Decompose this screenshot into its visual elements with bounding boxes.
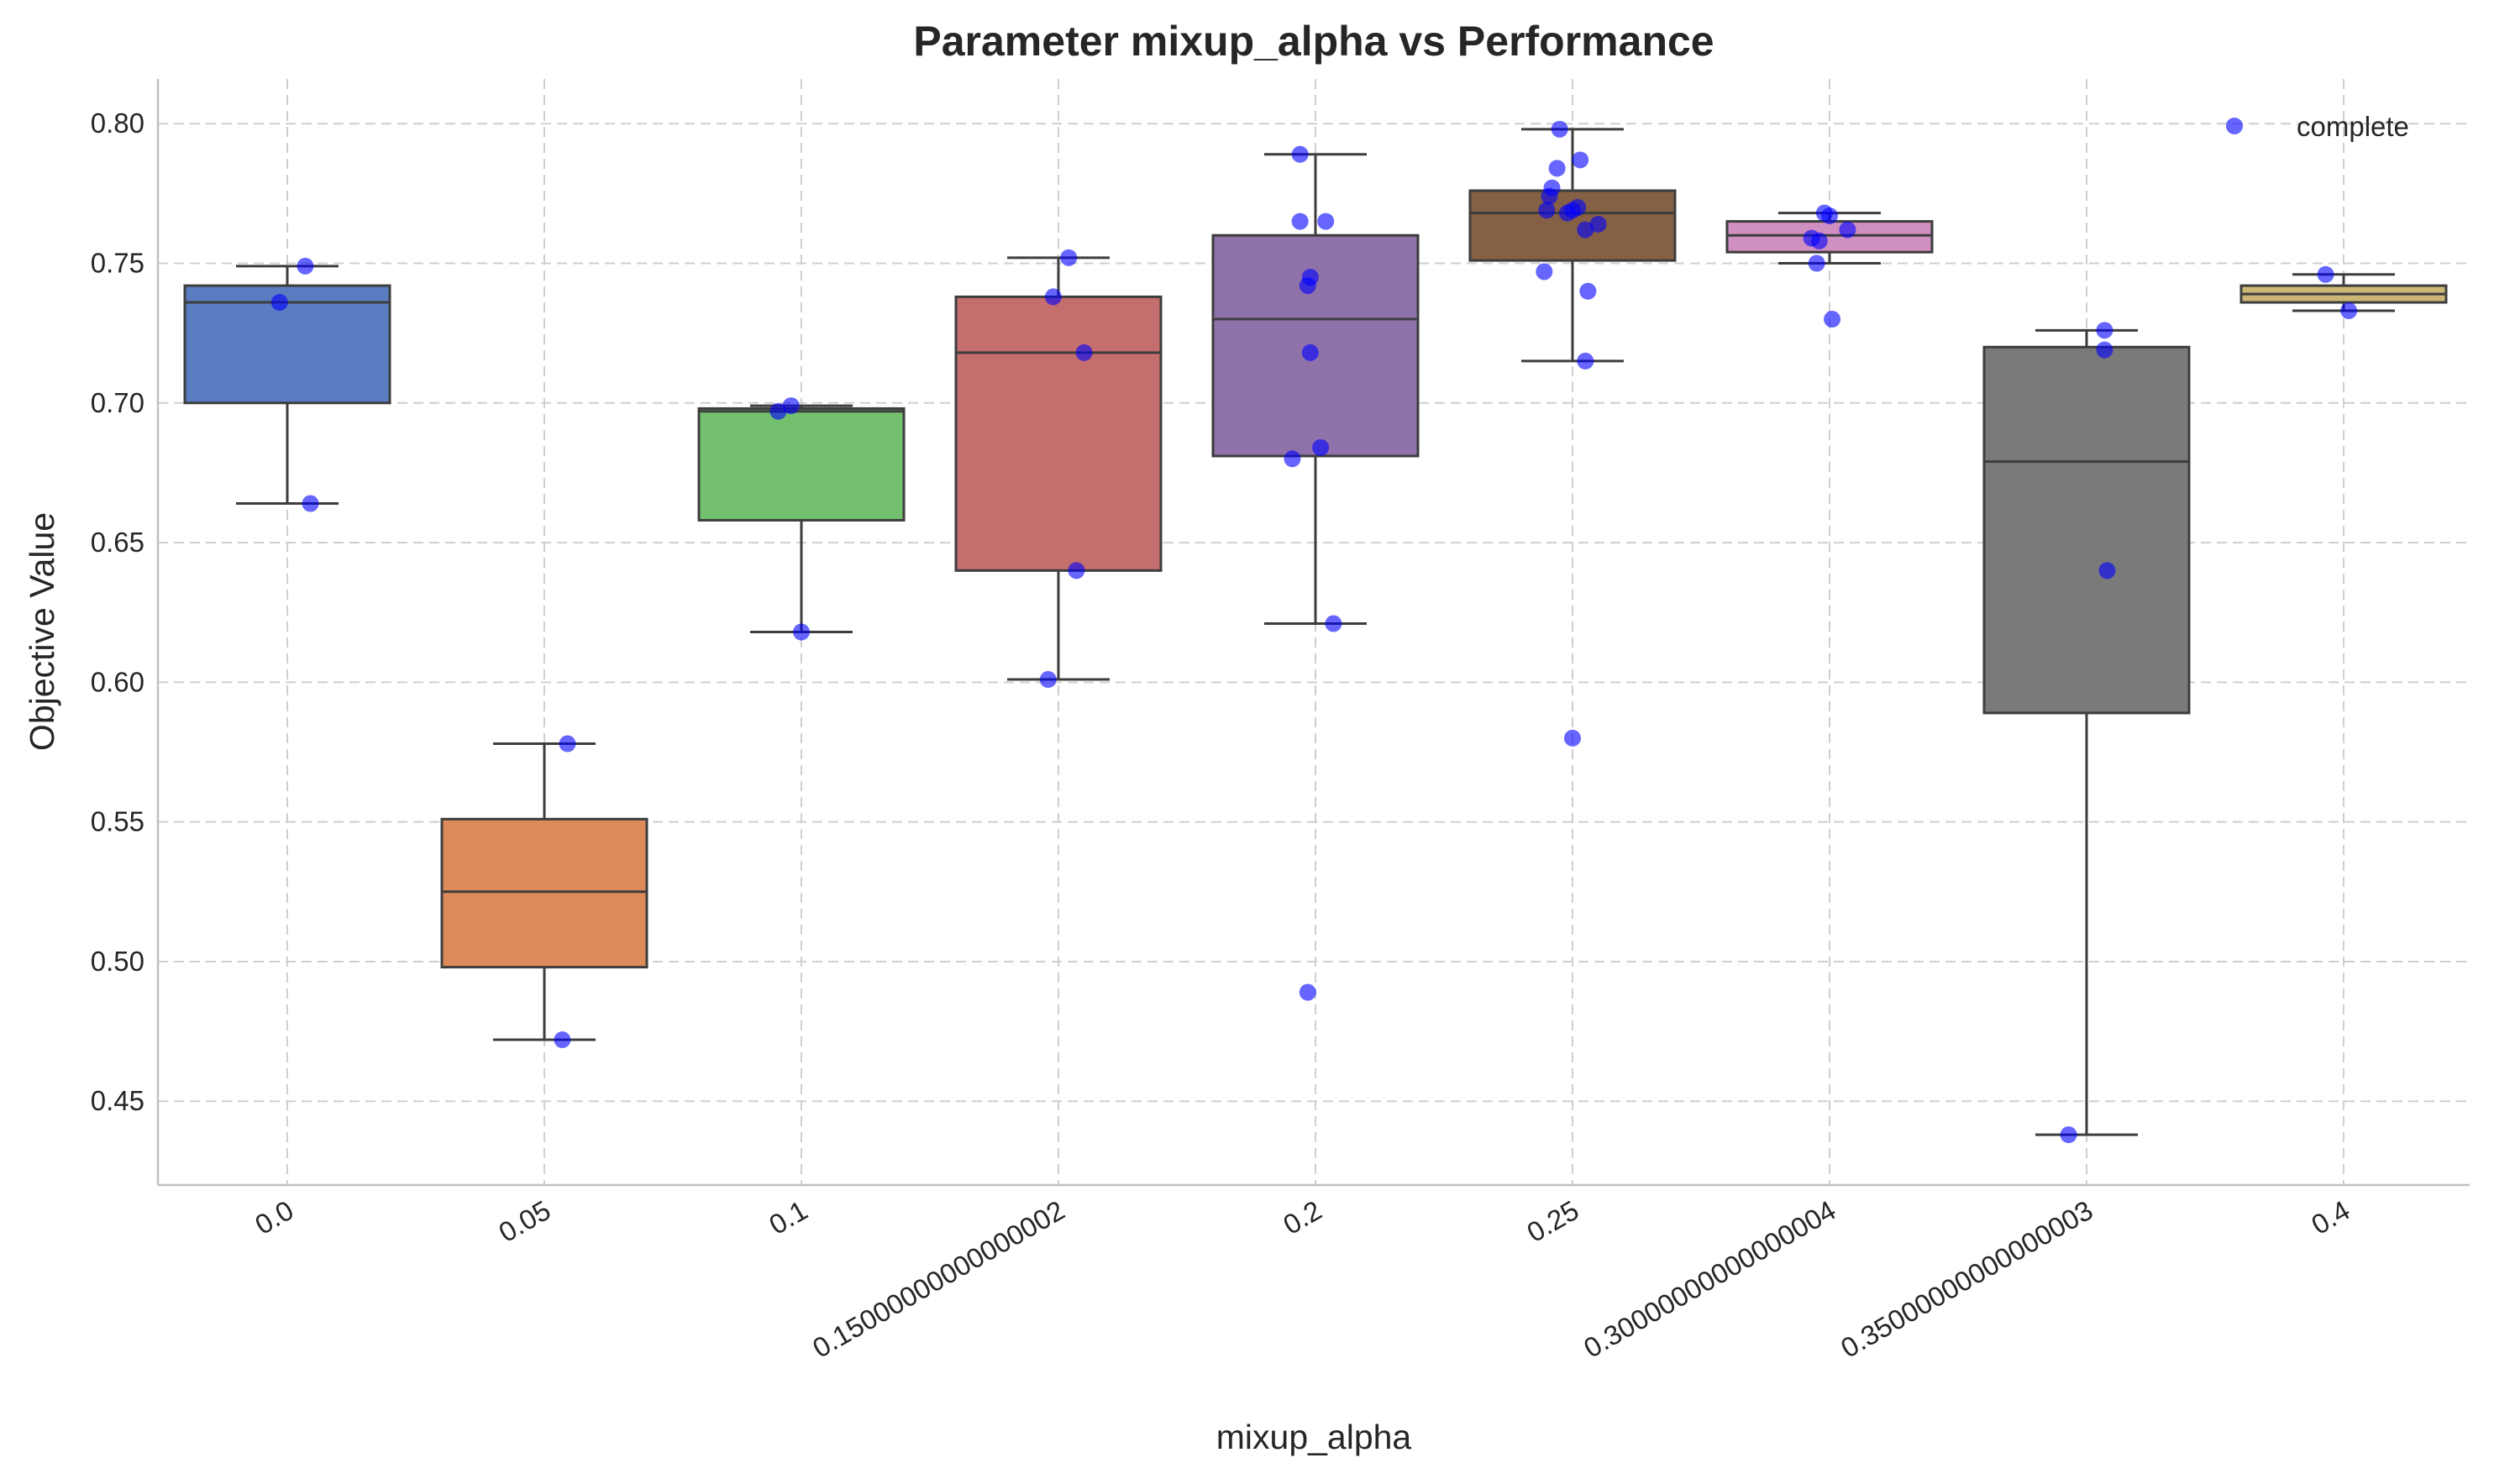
axes — [156, 79, 2470, 1187]
data-point — [1564, 729, 1581, 747]
y-tick-labels: 0.45 0.50 0.55 0.60 0.65 0.70 0.75 0.80 — [91, 107, 144, 1116]
legend-label: complete — [2297, 111, 2409, 142]
box-rect — [954, 295, 1163, 572]
box-rect — [1211, 233, 1420, 458]
data-point — [1551, 120, 1568, 138]
data-point — [1821, 207, 1838, 224]
box-group — [1468, 128, 1677, 363]
data-point — [793, 623, 810, 641]
x-tick-label: 0.1 — [764, 1194, 812, 1240]
data-point — [769, 402, 787, 420]
box-rect — [440, 817, 648, 969]
data-point — [1317, 212, 1335, 230]
x-tick-label: 0.15000000000000002 — [807, 1194, 1070, 1364]
data-point — [1572, 151, 1589, 169]
box-rect — [1982, 345, 2191, 715]
data-point — [2340, 302, 2358, 320]
data-point — [1577, 352, 1594, 370]
y-tick-label: 0.50 — [91, 946, 144, 977]
data-point — [1558, 204, 1576, 222]
data-point — [1312, 439, 1330, 456]
data-point — [554, 1031, 571, 1049]
data-point — [1325, 615, 1342, 632]
data-point — [302, 495, 319, 512]
data-point — [1824, 311, 1841, 328]
data-point — [1839, 221, 1856, 239]
box-rect — [1725, 220, 1934, 254]
data-point — [2098, 562, 2116, 579]
box-group — [2239, 273, 2448, 312]
box-group — [1725, 212, 1934, 265]
data-point — [1075, 343, 1093, 361]
data-point — [1548, 160, 1566, 177]
data-point — [1808, 254, 1825, 272]
data-point — [1068, 562, 1085, 579]
data-point — [270, 294, 288, 312]
x-axis-label: mixup_alpha — [1216, 1418, 1412, 1456]
data-point — [559, 735, 576, 752]
data-point — [1291, 212, 1309, 230]
y-axis-label: Objective Value — [23, 512, 61, 751]
data-point — [2096, 341, 2113, 359]
box-group — [440, 742, 648, 1041]
x-tick-label: 0.2 — [1278, 1194, 1326, 1240]
x-tick-label: 0.30000000000000004 — [1578, 1194, 1841, 1364]
data-point — [1810, 232, 1828, 249]
data-point — [1589, 215, 1607, 233]
data-point — [1541, 187, 1558, 205]
data-points — [270, 120, 2358, 1144]
box-group — [1982, 328, 2191, 1136]
box-group — [954, 256, 1163, 681]
x-tick-label: 0.0 — [249, 1194, 298, 1240]
data-point — [1536, 263, 1553, 281]
x-tick-labels: 0.0 0.05 0.10.15000000000000002 0.2 0.250.30… — [249, 1194, 2355, 1364]
chart-title: Parameter mixup_alpha vs Performance — [913, 18, 1714, 65]
y-tick-label: 0.60 — [91, 666, 144, 697]
x-tick-label: 0.35000000000000003 — [1835, 1194, 2098, 1364]
x-tick-label: 0.05 — [493, 1194, 555, 1248]
y-tick-label: 0.45 — [91, 1085, 144, 1116]
data-point — [2317, 265, 2334, 283]
legend: complete — [2226, 111, 2409, 142]
data-point — [297, 257, 314, 275]
y-tick-label: 0.65 — [91, 527, 144, 558]
data-point — [1299, 983, 1316, 1001]
data-point — [1039, 671, 1057, 689]
data-point — [1299, 277, 1316, 295]
y-tick-label: 0.80 — [91, 107, 144, 139]
data-point — [1579, 282, 1597, 300]
x-tick-label: 0.4 — [2306, 1194, 2355, 1240]
box-group — [697, 404, 906, 633]
data-point — [2060, 1126, 2077, 1144]
data-point — [1284, 450, 1301, 468]
y-tick-label: 0.75 — [91, 248, 144, 279]
data-point — [1538, 202, 1556, 219]
data-point — [1577, 221, 1594, 239]
legend-marker — [2226, 118, 2243, 134]
data-point — [1301, 343, 1319, 361]
x-tick-label: 0.25 — [1521, 1194, 1583, 1248]
box-group — [1211, 153, 1420, 626]
y-tick-label: 0.55 — [91, 806, 144, 837]
data-point — [782, 397, 800, 415]
y-tick-label: 0.70 — [91, 387, 144, 418]
data-point — [1060, 249, 1078, 266]
box-rect — [697, 406, 906, 522]
data-point — [1291, 145, 1309, 163]
data-point — [2096, 322, 2113, 339]
data-point — [1044, 288, 1062, 306]
